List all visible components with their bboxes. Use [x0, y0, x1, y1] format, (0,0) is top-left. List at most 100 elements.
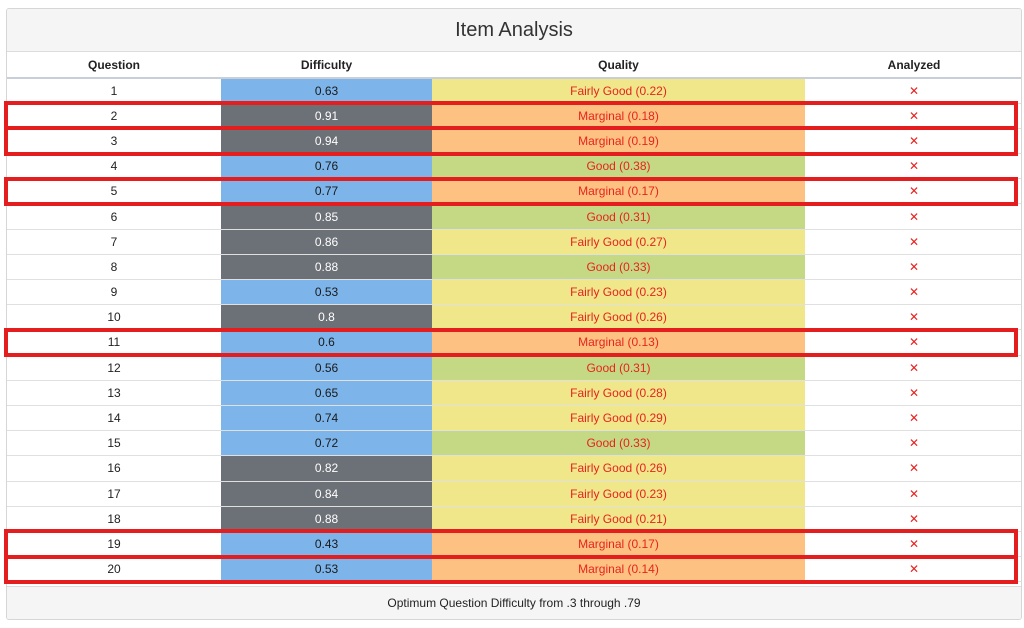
- table-row: 6 0.85 Good (0.31) ✕: [7, 203, 1021, 230]
- analyzed-x-icon: ✕: [805, 178, 1021, 205]
- table-row: 14 0.74 Fairly Good (0.29) ✕: [7, 405, 1021, 432]
- difficulty-cell: 0.77: [221, 178, 432, 205]
- quality-cell: Good (0.33): [432, 430, 805, 457]
- table-body: 1 0.63 Fairly Good (0.22) ✕ 2 0.91 Marginal (0…: [7, 78, 1021, 583]
- question-cell: 2: [7, 103, 221, 129]
- analyzed-x-icon: ✕: [805, 455, 1021, 482]
- difficulty-cell: 0.74: [221, 405, 432, 432]
- difficulty-cell: 0.84: [221, 481, 432, 507]
- analyzed-x-icon: ✕: [805, 531, 1021, 558]
- quality-cell: Marginal (0.18): [432, 103, 805, 129]
- difficulty-cell: 0.72: [221, 430, 432, 457]
- analyzed-x-icon: ✕: [805, 355, 1021, 381]
- difficulty-cell: 0.63: [221, 78, 432, 104]
- analyzed-x-icon: ✕: [805, 229, 1021, 255]
- question-cell: 9: [7, 279, 221, 306]
- question-cell: 15: [7, 430, 221, 457]
- column-header-question: Question: [7, 52, 221, 79]
- analyzed-x-icon: ✕: [805, 481, 1021, 507]
- difficulty-cell: 0.86: [221, 229, 432, 255]
- table-row: 5 0.77 Marginal (0.17) ✕: [7, 178, 1021, 205]
- analyzed-x-icon: ✕: [805, 203, 1021, 230]
- table-row: 20 0.53 Marginal (0.14) ✕: [7, 556, 1021, 583]
- question-cell: 19: [7, 531, 221, 558]
- analyzed-x-icon: ✕: [805, 128, 1021, 155]
- quality-cell: Fairly Good (0.23): [432, 279, 805, 306]
- difficulty-cell: 0.43: [221, 531, 432, 558]
- question-cell: 5: [7, 178, 221, 205]
- analyzed-x-icon: ✕: [805, 380, 1021, 406]
- question-cell: 12: [7, 355, 221, 381]
- column-header-difficulty: Difficulty: [221, 52, 432, 79]
- difficulty-cell: 0.53: [221, 556, 432, 583]
- item-analysis-table: Question Difficulty Quality Analyzed 1 0.…: [7, 52, 1021, 583]
- difficulty-cell: 0.88: [221, 254, 432, 281]
- table-row: 7 0.86 Fairly Good (0.27) ✕: [7, 229, 1021, 255]
- analyzed-x-icon: ✕: [805, 329, 1021, 356]
- difficulty-cell: 0.85: [221, 203, 432, 230]
- question-cell: 16: [7, 455, 221, 482]
- analyzed-x-icon: ✕: [805, 279, 1021, 306]
- question-cell: 17: [7, 481, 221, 507]
- question-cell: 10: [7, 304, 221, 331]
- quality-cell: Fairly Good (0.26): [432, 455, 805, 482]
- analyzed-x-icon: ✕: [805, 304, 1021, 331]
- quality-cell: Fairly Good (0.28): [432, 380, 805, 406]
- table-row: 13 0.65 Fairly Good (0.28) ✕: [7, 380, 1021, 406]
- analyzed-x-icon: ✕: [805, 103, 1021, 129]
- analyzed-x-icon: ✕: [805, 405, 1021, 432]
- quality-cell: Fairly Good (0.29): [432, 405, 805, 432]
- quality-cell: Good (0.31): [432, 203, 805, 230]
- question-cell: 8: [7, 254, 221, 281]
- table-row: 4 0.76 Good (0.38) ✕: [7, 153, 1021, 180]
- item-analysis-panel: Item Analysis Question Difficulty Qualit…: [6, 8, 1022, 620]
- question-cell: 13: [7, 380, 221, 406]
- quality-cell: Marginal (0.13): [432, 329, 805, 356]
- question-cell: 7: [7, 229, 221, 255]
- question-cell: 20: [7, 556, 221, 583]
- quality-cell: Marginal (0.14): [432, 556, 805, 583]
- table-header-row: Question Difficulty Quality Analyzed: [7, 52, 1021, 79]
- quality-cell: Marginal (0.17): [432, 531, 805, 558]
- table-row: 10 0.8 Fairly Good (0.26) ✕: [7, 304, 1021, 331]
- column-header-analyzed: Analyzed: [805, 52, 1021, 79]
- table-row: 19 0.43 Marginal (0.17) ✕: [7, 531, 1021, 558]
- question-cell: 1: [7, 78, 221, 104]
- quality-cell: Fairly Good (0.22): [432, 78, 805, 104]
- table-row: 1 0.63 Fairly Good (0.22) ✕: [7, 78, 1021, 104]
- table-row: 3 0.94 Marginal (0.19) ✕: [7, 128, 1021, 155]
- question-cell: 6: [7, 203, 221, 230]
- table-row: 2 0.91 Marginal (0.18) ✕: [7, 103, 1021, 129]
- quality-cell: Marginal (0.17): [432, 178, 805, 205]
- table-row: 8 0.88 Good (0.33) ✕: [7, 254, 1021, 281]
- difficulty-cell: 0.65: [221, 380, 432, 406]
- analyzed-x-icon: ✕: [805, 506, 1021, 532]
- quality-cell: Good (0.38): [432, 153, 805, 180]
- difficulty-cell: 0.88: [221, 506, 432, 532]
- quality-cell: Fairly Good (0.23): [432, 481, 805, 507]
- table-row: 16 0.82 Fairly Good (0.26) ✕: [7, 455, 1021, 482]
- difficulty-cell: 0.56: [221, 355, 432, 381]
- question-cell: 4: [7, 153, 221, 180]
- table-row: 11 0.6 Marginal (0.13) ✕: [7, 329, 1021, 356]
- question-cell: 3: [7, 128, 221, 155]
- quality-cell: Good (0.33): [432, 254, 805, 281]
- quality-cell: Good (0.31): [432, 355, 805, 381]
- column-header-quality: Quality: [432, 52, 805, 79]
- quality-cell: Fairly Good (0.21): [432, 506, 805, 532]
- table-row: 18 0.88 Fairly Good (0.21) ✕: [7, 506, 1021, 532]
- question-cell: 18: [7, 506, 221, 532]
- difficulty-cell: 0.53: [221, 279, 432, 306]
- analyzed-x-icon: ✕: [805, 430, 1021, 457]
- table-row: 15 0.72 Good (0.33) ✕: [7, 430, 1021, 457]
- difficulty-cell: 0.8: [221, 304, 432, 331]
- question-cell: 11: [7, 329, 221, 356]
- difficulty-cell: 0.94: [221, 128, 432, 155]
- table-row: 17 0.84 Fairly Good (0.23) ✕: [7, 481, 1021, 507]
- difficulty-cell: 0.91: [221, 103, 432, 129]
- analyzed-x-icon: ✕: [805, 153, 1021, 180]
- table-row: 9 0.53 Fairly Good (0.23) ✕: [7, 279, 1021, 306]
- panel-title: Item Analysis: [7, 9, 1021, 52]
- question-cell: 14: [7, 405, 221, 432]
- panel-footer: Optimum Question Difficulty from .3 thro…: [7, 586, 1021, 619]
